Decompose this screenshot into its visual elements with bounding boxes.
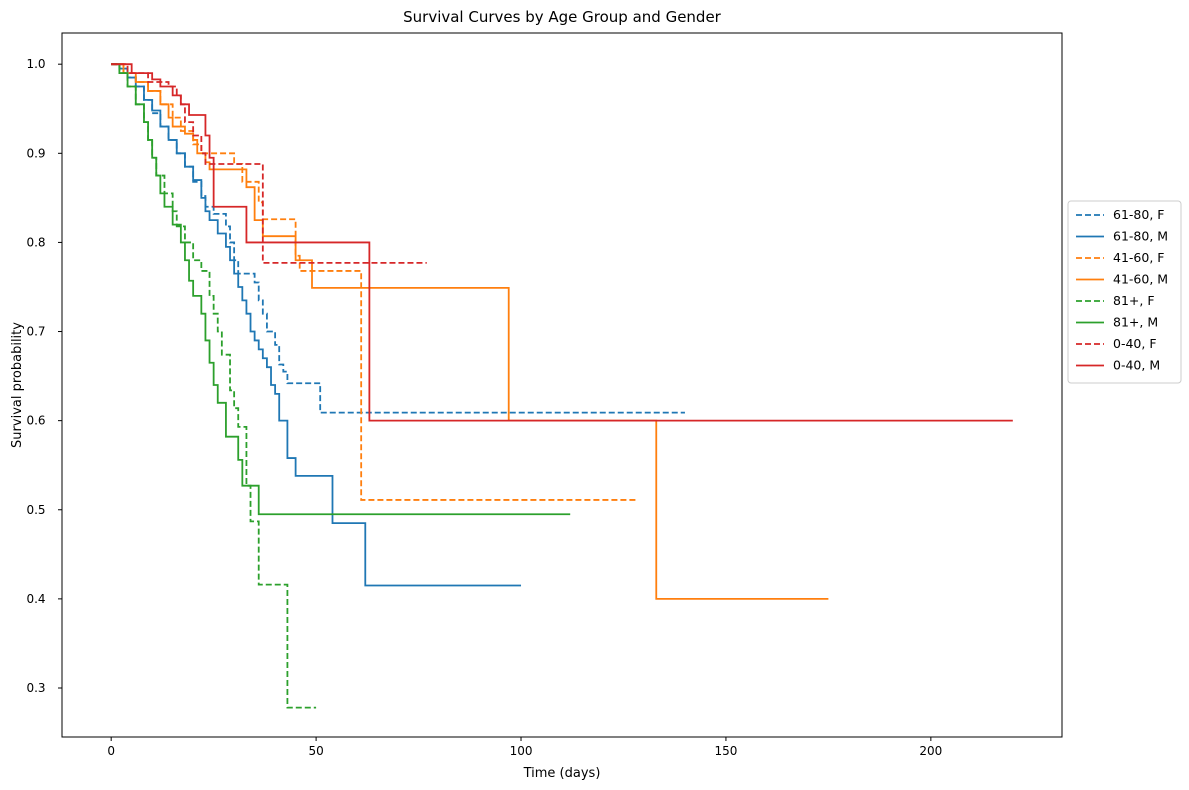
series-line-0-40-f [111, 63, 427, 264]
chart-title: Survival Curves by Age Group and Gender [403, 8, 722, 26]
x-tick-label: 0 [107, 744, 115, 758]
y-tick-label: 0.7 [26, 325, 45, 339]
x-tick-label: 200 [919, 744, 942, 758]
legend-label: 0-40, M [1113, 358, 1160, 373]
series-line-61-80-m [111, 63, 522, 587]
legend-label: 81+, M [1113, 315, 1158, 330]
y-tick-label: 0.5 [26, 503, 45, 517]
legend-box [1067, 200, 1182, 384]
y-tick-label: 0.4 [26, 592, 45, 606]
series-line-81-m [111, 63, 571, 516]
series-line-61-80-f [111, 63, 685, 414]
legend-label: 61-80, F [1113, 207, 1164, 222]
series-line-41-60-f [111, 63, 636, 501]
x-tick-label: 50 [308, 744, 323, 758]
legend-label: 61-80, M [1113, 229, 1168, 244]
legend: 61-80, F 61-80, M 41-60, F 41-60, M 81+, F 81… [1067, 200, 1182, 384]
y-tick-label: 0.8 [26, 235, 45, 249]
series-lines [111, 63, 1013, 709]
y-tick-label: 1.0 [26, 57, 45, 71]
y-tick-label: 0.9 [26, 146, 45, 160]
y-axis-label: Survival probability [10, 322, 25, 448]
x-axis-ticks: 0 50 100 150 200 [107, 737, 942, 758]
legend-label: 0-40, F [1113, 336, 1157, 351]
y-axis-ticks: 0.3 0.4 0.5 0.6 0.7 0.8 0.9 1.0 [26, 57, 62, 695]
y-tick-label: 0.3 [26, 681, 45, 695]
plot-frame [61, 32, 1063, 738]
legend-label: 81+, F [1113, 293, 1155, 308]
legend-label: 41-60, M [1113, 272, 1168, 287]
legend-label: 41-60, F [1113, 250, 1164, 265]
series-line-41-60-m [111, 63, 829, 600]
y-tick-label: 0.6 [26, 414, 45, 428]
x-tick-label: 150 [714, 744, 737, 758]
plot-area [61, 32, 1063, 738]
series-line-0-40-m [111, 63, 1013, 422]
x-axis-label: Time (days) [523, 766, 601, 781]
x-tick-label: 100 [510, 744, 533, 758]
